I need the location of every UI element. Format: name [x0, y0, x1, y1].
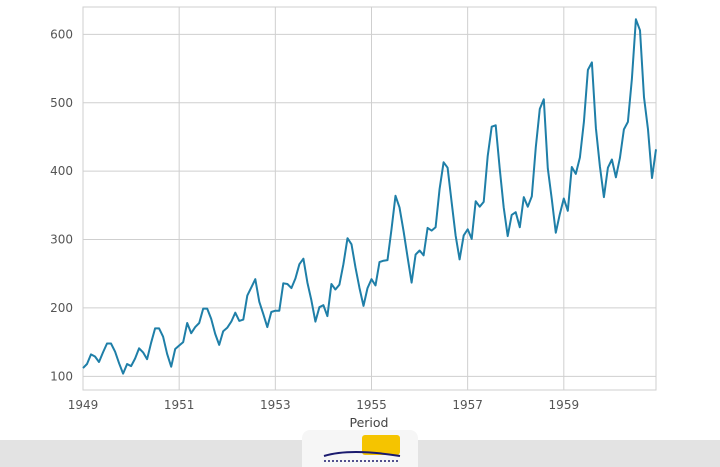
logo-accent-shape	[362, 435, 400, 455]
series-line	[82, 18, 657, 375]
series-layer	[82, 18, 657, 375]
x-axis-ticks: 1949 1951 1953 1955 1957 1959	[68, 398, 579, 412]
x-tick-label: 1953	[260, 398, 291, 412]
y-tick-label: 500	[50, 96, 73, 110]
logo-swoosh	[323, 451, 401, 457]
y-tick-label: 600	[50, 27, 73, 41]
x-tick-label: 1949	[68, 398, 99, 412]
y-tick-label: 400	[50, 164, 73, 178]
x-tick-label: 1951	[164, 398, 195, 412]
y-axis-ticks: 100 200 300 400 500 600	[50, 27, 73, 383]
y-tick-label: 300	[50, 233, 73, 247]
y-tick-label: 200	[50, 301, 73, 315]
y-tick-label: 100	[50, 369, 73, 383]
x-axis-title: Period	[350, 415, 389, 430]
x-tick-label: 1957	[452, 398, 483, 412]
x-tick-label: 1955	[356, 398, 387, 412]
x-tick-label: 1959	[549, 398, 580, 412]
logo-icon	[323, 435, 401, 462]
grid-lines	[82, 7, 656, 390]
plot-frame	[82, 6, 657, 391]
watermark-logo	[302, 430, 418, 467]
